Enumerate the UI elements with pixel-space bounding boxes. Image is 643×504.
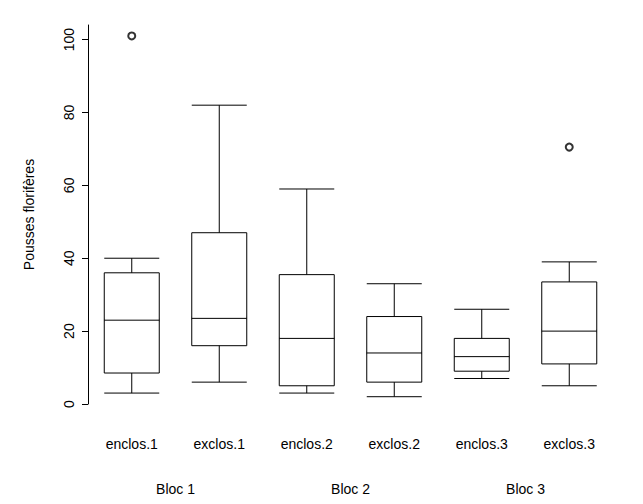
svg-text:enclos.2: enclos.2 xyxy=(281,436,333,452)
svg-text:enclos.3: enclos.3 xyxy=(456,436,508,452)
svg-text:80: 80 xyxy=(61,104,77,120)
svg-text:Bloc 3: Bloc 3 xyxy=(506,481,545,497)
svg-text:Bloc 2: Bloc 2 xyxy=(331,481,370,497)
svg-text:100: 100 xyxy=(61,28,77,52)
svg-text:20: 20 xyxy=(61,323,77,339)
svg-text:enclos.1: enclos.1 xyxy=(106,436,158,452)
svg-text:60: 60 xyxy=(61,177,77,193)
svg-text:exclos.2: exclos.2 xyxy=(369,436,421,452)
svg-text:40: 40 xyxy=(61,250,77,266)
svg-text:Pousses florifères: Pousses florifères xyxy=(21,159,37,270)
svg-text:exclos.3: exclos.3 xyxy=(544,436,596,452)
svg-text:0: 0 xyxy=(61,400,77,408)
svg-text:exclos.1: exclos.1 xyxy=(194,436,246,452)
svg-text:Bloc 1: Bloc 1 xyxy=(156,481,195,497)
